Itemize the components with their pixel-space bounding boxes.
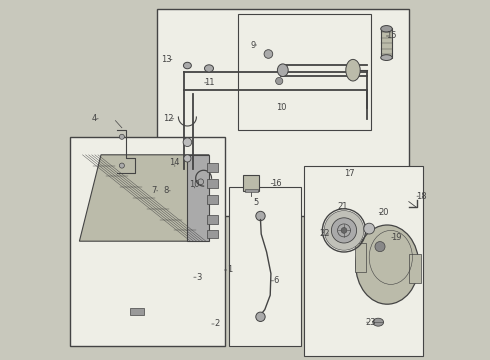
Circle shape bbox=[256, 211, 265, 221]
Bar bbox=[157, 9, 409, 216]
Polygon shape bbox=[79, 155, 209, 241]
Circle shape bbox=[256, 312, 265, 321]
Circle shape bbox=[324, 211, 364, 250]
Text: 19: 19 bbox=[391, 233, 401, 242]
Circle shape bbox=[198, 179, 204, 185]
Circle shape bbox=[275, 77, 283, 85]
Text: 17: 17 bbox=[344, 170, 355, 179]
Ellipse shape bbox=[381, 26, 392, 32]
Ellipse shape bbox=[277, 64, 288, 77]
Circle shape bbox=[375, 242, 385, 252]
Bar bbox=[409, 254, 421, 283]
Text: 18: 18 bbox=[416, 192, 427, 201]
Bar bbox=[245, 189, 258, 192]
Text: 7: 7 bbox=[151, 186, 157, 195]
Text: 11: 11 bbox=[204, 78, 215, 87]
Bar bbox=[238, 14, 371, 130]
Circle shape bbox=[331, 218, 357, 243]
Text: 23: 23 bbox=[366, 318, 376, 327]
Text: 2: 2 bbox=[214, 320, 220, 328]
Ellipse shape bbox=[183, 62, 192, 69]
Bar bbox=[207, 179, 218, 188]
Text: 14: 14 bbox=[170, 158, 180, 167]
Bar bbox=[207, 163, 218, 172]
Ellipse shape bbox=[204, 65, 214, 72]
Bar bbox=[355, 243, 366, 272]
Circle shape bbox=[341, 228, 347, 233]
Text: 8: 8 bbox=[164, 186, 169, 195]
Circle shape bbox=[120, 134, 124, 139]
Circle shape bbox=[184, 155, 191, 162]
Bar bbox=[130, 308, 144, 315]
Bar bbox=[207, 215, 218, 224]
Ellipse shape bbox=[346, 59, 360, 81]
Ellipse shape bbox=[356, 225, 418, 304]
Ellipse shape bbox=[373, 318, 384, 326]
Text: 10: 10 bbox=[189, 180, 200, 189]
Polygon shape bbox=[187, 155, 209, 241]
Circle shape bbox=[183, 138, 192, 147]
Text: 15: 15 bbox=[386, 31, 397, 40]
Bar bbox=[71, 137, 225, 346]
Bar bbox=[381, 28, 392, 58]
Text: 12: 12 bbox=[164, 114, 174, 123]
Circle shape bbox=[264, 50, 273, 58]
Circle shape bbox=[120, 163, 124, 168]
Text: 10: 10 bbox=[276, 103, 286, 112]
Text: 6: 6 bbox=[273, 276, 279, 285]
Bar bbox=[207, 230, 218, 238]
Text: 5: 5 bbox=[253, 198, 258, 207]
Bar bbox=[207, 195, 218, 204]
Bar bbox=[304, 166, 423, 356]
Text: 16: 16 bbox=[271, 179, 282, 188]
Ellipse shape bbox=[364, 223, 374, 234]
Text: 22: 22 bbox=[319, 230, 329, 239]
Text: 20: 20 bbox=[378, 208, 389, 217]
Text: 4: 4 bbox=[91, 114, 97, 123]
Text: 9: 9 bbox=[250, 40, 256, 49]
Bar bbox=[229, 187, 301, 346]
Text: 13: 13 bbox=[162, 55, 172, 64]
Text: 1: 1 bbox=[227, 266, 232, 274]
Ellipse shape bbox=[381, 55, 392, 60]
Text: 21: 21 bbox=[337, 202, 347, 211]
Bar bbox=[243, 175, 259, 191]
Text: 3: 3 bbox=[196, 273, 201, 282]
